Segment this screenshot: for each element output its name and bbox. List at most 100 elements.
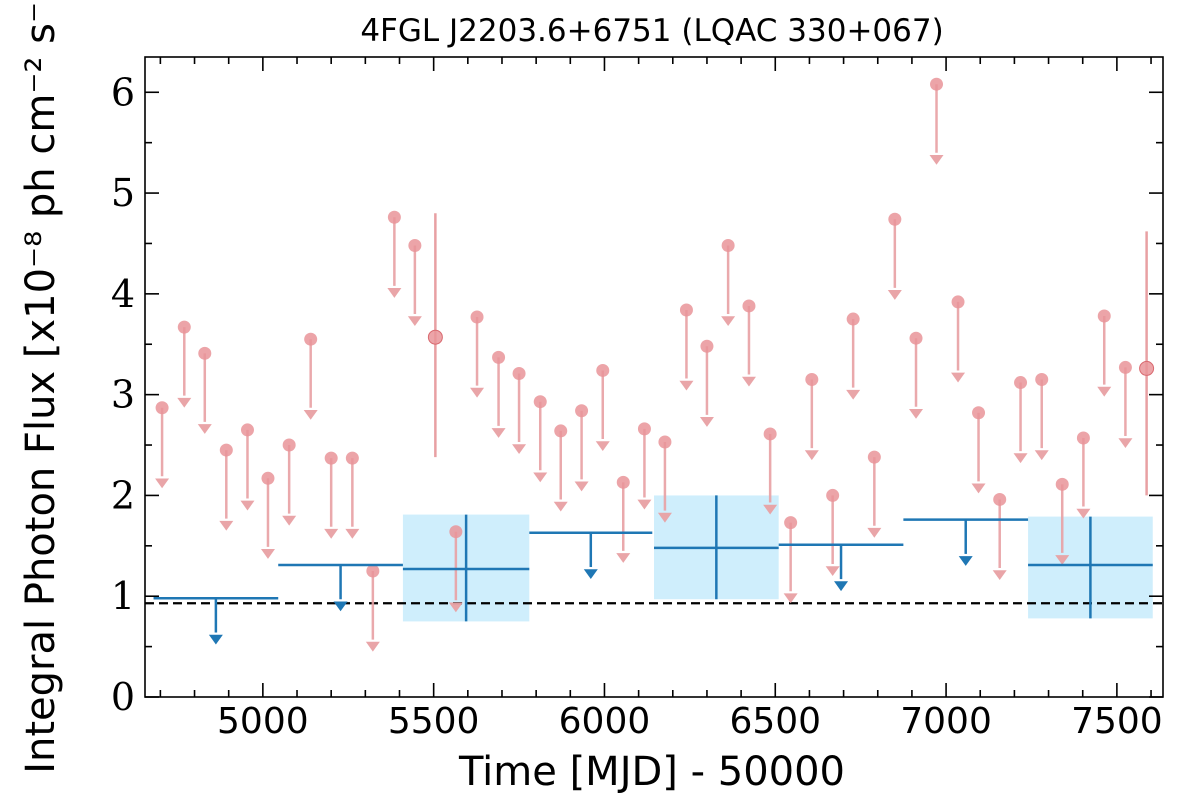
upper-limit-point xyxy=(324,451,338,465)
upper-limit-arrow xyxy=(825,566,840,576)
long-bin-upper-limit-arrow xyxy=(583,569,598,580)
x-tick-label: 6000 xyxy=(559,701,651,742)
upper-limit-point xyxy=(198,346,212,360)
upper-limit-point xyxy=(616,475,630,489)
upper-limit-point xyxy=(867,450,881,464)
upper-limit-arrow xyxy=(324,528,339,539)
upper-limit-point xyxy=(826,488,840,502)
upper-limit-point xyxy=(219,443,233,457)
upper-limit-arrow xyxy=(699,417,714,427)
upper-limit-point xyxy=(742,299,756,313)
upper-limit-arrow xyxy=(909,408,924,419)
y-tick-label: 6 xyxy=(111,70,135,114)
upper-limit-arrow xyxy=(783,593,798,604)
upper-limit-point xyxy=(1035,373,1049,387)
upper-limit-arrow xyxy=(741,376,756,387)
upper-limit-arrow xyxy=(616,553,631,563)
upper-limit-point xyxy=(930,77,944,91)
upper-limit-arrow xyxy=(1097,386,1112,397)
upper-limit-point xyxy=(909,331,923,345)
x-tick-label: 5500 xyxy=(388,701,480,742)
upper-limit-point xyxy=(846,312,860,326)
upper-limit-arrow xyxy=(1076,508,1091,519)
plot-frame xyxy=(144,56,1164,698)
upper-limit-point xyxy=(240,423,254,437)
upper-limit-arrow xyxy=(763,504,778,515)
upper-limit-arrow xyxy=(470,387,485,398)
upper-limit-arrow xyxy=(1034,450,1049,461)
plot-area xyxy=(145,77,1163,652)
upper-limit-arrow xyxy=(282,515,297,526)
upper-limit-point xyxy=(345,451,359,465)
y-tick-label: 4 xyxy=(111,272,135,316)
upper-limit-arrow xyxy=(637,499,652,510)
x-tick-label: 6500 xyxy=(729,701,821,742)
x-axis-label: Time [MJD] - 50000 xyxy=(458,749,845,795)
upper-limit-arrow xyxy=(992,570,1007,581)
upper-limit-point xyxy=(304,332,318,346)
upper-limit-arrow xyxy=(679,380,694,391)
upper-limit-point xyxy=(805,373,819,387)
upper-limit-point xyxy=(951,295,965,309)
y-tick-label: 0 xyxy=(111,675,135,719)
upper-limit-arrow xyxy=(929,154,944,165)
upper-limit-point xyxy=(1118,360,1132,374)
y-tick-label: 3 xyxy=(111,373,135,417)
long-bin-upper-limit-arrow xyxy=(958,556,973,566)
detection-point xyxy=(427,329,443,345)
upper-limit-point xyxy=(533,395,547,409)
y-axis-label: Integral Photon Flux [x10⁻⁸ ph cm⁻² s⁻¹] xyxy=(18,0,64,774)
upper-limit-arrow xyxy=(657,512,672,523)
upper-limit-point xyxy=(763,427,777,441)
detection-point xyxy=(1139,360,1155,376)
upper-limit-arrow xyxy=(533,472,548,483)
upper-limit-arrow xyxy=(1013,453,1028,464)
upper-limit-arrow xyxy=(260,549,275,559)
upper-limit-point xyxy=(155,401,169,415)
upper-limit-point xyxy=(575,404,589,418)
upper-limit-arrow xyxy=(365,641,380,652)
upper-limit-point xyxy=(1076,431,1090,445)
upper-limit-arrow xyxy=(155,478,170,489)
y-tick-label: 1 xyxy=(111,574,135,618)
upper-limit-point xyxy=(972,406,986,420)
upper-limit-arrow xyxy=(345,528,360,539)
upper-limit-point xyxy=(387,210,401,224)
upper-limit-point xyxy=(888,212,902,226)
x-tick-label: 5000 xyxy=(217,701,309,742)
long-bin-upper-limit-arrow xyxy=(333,601,348,612)
upper-limit-arrow xyxy=(553,501,568,512)
upper-limit-arrow xyxy=(448,602,463,613)
upper-limit-point xyxy=(721,238,735,252)
upper-limit-arrow xyxy=(407,316,422,327)
upper-limit-arrow xyxy=(595,441,610,452)
upper-limit-arrow xyxy=(491,428,506,438)
upper-limit-point xyxy=(366,564,380,578)
upper-limit-arrow xyxy=(951,372,966,383)
upper-limit-point xyxy=(261,471,275,485)
upper-limit-point xyxy=(282,438,296,452)
upper-limit-arrow xyxy=(804,450,819,461)
upper-limit-point xyxy=(449,525,463,539)
long-bin-upper-limit-arrow xyxy=(834,581,849,592)
upper-limit-point xyxy=(492,350,506,364)
upper-limit-arrow xyxy=(219,520,234,531)
upper-limit-point xyxy=(679,303,693,317)
upper-limit-point xyxy=(596,363,610,377)
x-tick-label: 7500 xyxy=(1071,701,1163,742)
upper-limit-arrow xyxy=(1055,555,1070,565)
upper-limit-point xyxy=(784,516,798,530)
upper-limit-point xyxy=(1014,376,1028,390)
upper-limit-arrow xyxy=(1118,438,1133,448)
upper-limit-point xyxy=(658,435,672,449)
chart-title: 4FGL J2203.6+6751 (LQAC 330+067) xyxy=(360,13,943,49)
upper-limit-point xyxy=(1055,477,1069,491)
upper-limit-point xyxy=(637,422,651,436)
upper-limit-arrow xyxy=(240,500,255,511)
upper-limit-point xyxy=(993,492,1007,506)
upper-limit-arrow xyxy=(197,424,212,434)
upper-limit-point xyxy=(470,310,484,324)
upper-limit-arrow xyxy=(867,527,882,538)
upper-limit-point xyxy=(512,366,526,380)
